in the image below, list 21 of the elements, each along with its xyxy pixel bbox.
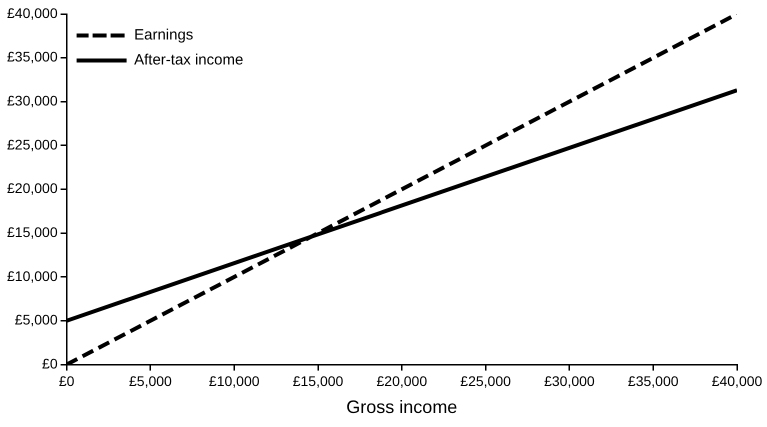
y-tick-label: £15,000 [6,224,58,240]
y-tick-label: £35,000 [6,48,58,65]
x-tick-label: £0 [58,372,75,389]
y-tick-label: £10,000 [6,268,58,284]
legend-label: Earnings [134,26,194,44]
y-tick-label: £25,000 [6,136,58,152]
x-tick-label: £10,000 [208,372,260,389]
x-tick-label: £15,000 [292,372,344,389]
y-tick-label: £40,000 [6,4,58,21]
x-tick-label: £30,000 [544,372,595,389]
x-tick-label: £40,000 [712,372,763,389]
x-tick-label: £5,000 [128,372,172,389]
x-axis-title: Gross income [346,397,458,418]
x-tick-label: £20,000 [376,372,428,389]
y-tick-label: £30,000 [6,92,58,109]
y-tick-label: £0 [42,355,58,372]
x-tick-label: £25,000 [460,372,512,389]
x-tick-label: £35,000 [628,372,679,389]
y-tick-label: £20,000 [6,180,58,196]
legend-label: After-tax income [134,52,244,69]
y-tick-label: £5,000 [14,312,58,328]
